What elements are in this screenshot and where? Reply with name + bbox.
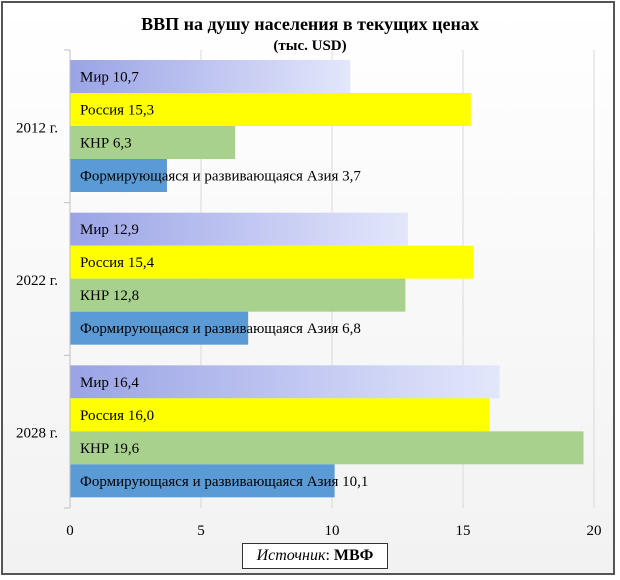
chart-subtitle: (тыс. USD) (273, 38, 346, 54)
bar-data-label: КНР 6,3 (80, 136, 132, 152)
bar (70, 464, 335, 498)
source-separator: : (325, 547, 334, 564)
axes: 0 5 10 15 20 2012 г. 2022 г. 2028 г. (16, 49, 602, 539)
x-tick-label: 20 (587, 523, 602, 539)
bar-data-label: Мир 16,4 (80, 375, 139, 391)
x-tick-label: 0 (66, 523, 74, 539)
source-label: Источник (256, 547, 326, 564)
bar-data-label: Мир 10,7 (80, 70, 139, 86)
bar-data-label: Мир 12,9 (80, 222, 139, 238)
category-label: 2028 г. (16, 426, 58, 442)
bar (70, 212, 408, 246)
bar (70, 398, 490, 432)
bar-data-label: Формирующаяся и развивающаяся Азия 3,7 (80, 169, 361, 185)
chart-title: ВВП на душу населения в текущих ценах (141, 14, 479, 34)
x-tick-label: 5 (197, 523, 205, 539)
source-note: Источник: МВФ (242, 543, 388, 569)
bar-data-label: Формирующаяся и развивающаяся Азия 6,8 (80, 321, 361, 337)
bar-data-label: КНР 19,6 (80, 441, 140, 457)
bar (70, 93, 471, 126)
bar (70, 311, 249, 345)
source-value: МВФ (333, 547, 374, 564)
bar-data-label: КНР 12,8 (80, 288, 139, 304)
bar-data-label: Россия 15,3 (80, 103, 154, 119)
x-tick-label: 10 (325, 523, 340, 539)
bar (70, 278, 406, 312)
x-tick-label: 15 (456, 523, 471, 539)
bar (70, 126, 236, 159)
bar (70, 60, 351, 93)
bar-data-label: Формирующаяся и развивающаяся Азия 10,1 (80, 474, 368, 490)
category-label: 2022 г. (16, 273, 58, 289)
category-label: 2012 г. (16, 120, 58, 136)
bar (70, 245, 474, 279)
bar (70, 431, 584, 465)
bars: Мир 10,7 Россия 15,3 КНР 6,3 Формирующаяся … (70, 60, 584, 498)
bar-data-label: Россия 16,0 (80, 408, 154, 424)
bar (70, 159, 167, 192)
bar (70, 365, 500, 399)
bar-data-label: Россия 15,4 (80, 255, 155, 271)
